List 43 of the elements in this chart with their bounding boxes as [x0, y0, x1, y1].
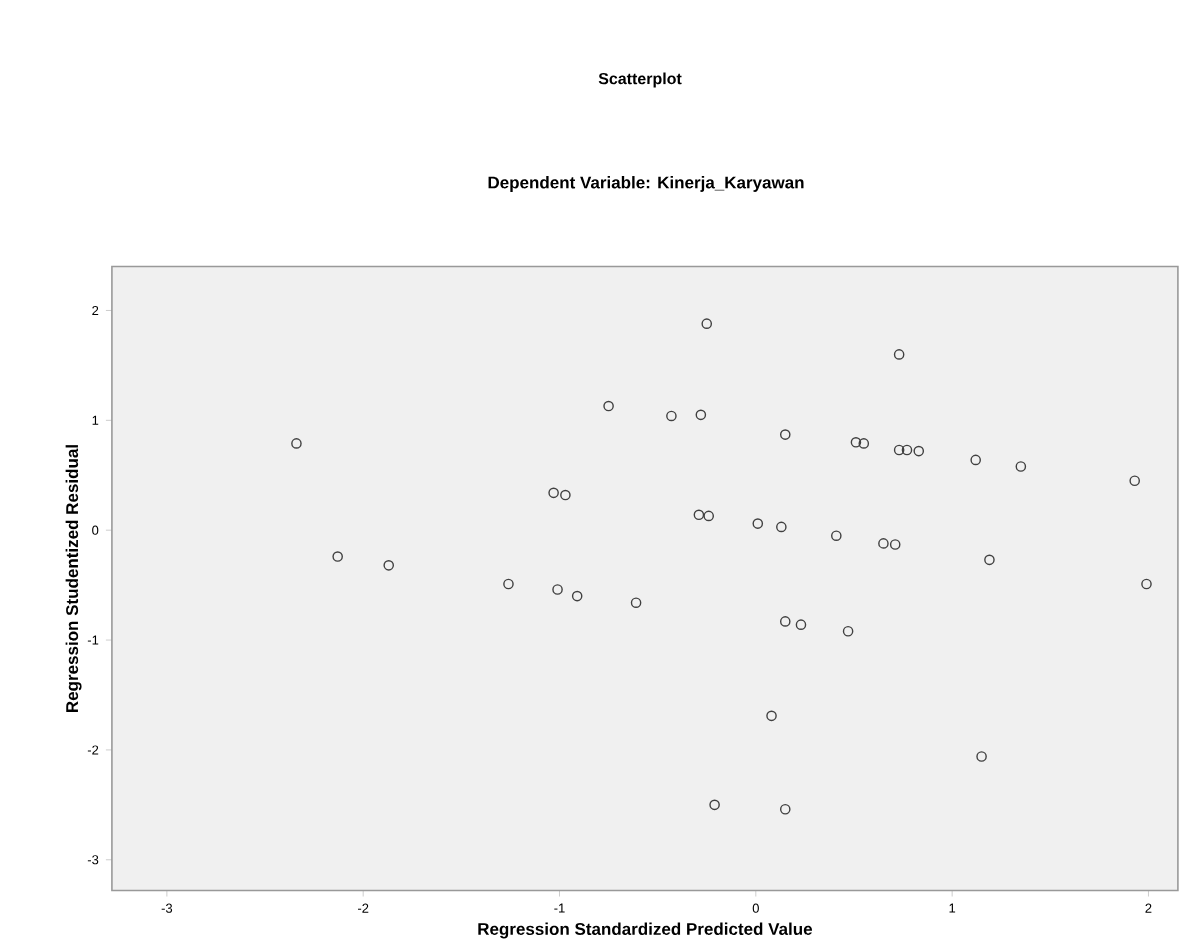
point — [779, 803, 791, 815]
point — [766, 710, 777, 722]
point — [693, 509, 705, 521]
point — [666, 410, 677, 422]
point — [503, 578, 514, 590]
point — [850, 437, 862, 448]
point — [571, 590, 583, 602]
point — [913, 445, 925, 457]
point — [831, 530, 842, 541]
point — [291, 438, 302, 449]
point — [984, 554, 995, 566]
point — [795, 619, 807, 630]
y-axis-title: Regression Studentized Residual — [65, 445, 82, 713]
chart-title: Scatterplot — [598, 72, 682, 88]
point — [779, 616, 791, 627]
point — [1015, 461, 1027, 472]
point — [552, 584, 563, 595]
point — [332, 551, 343, 562]
x-axis-title: Regression Standardized Predicted Value — [478, 922, 813, 939]
point — [842, 625, 854, 637]
point — [703, 510, 715, 522]
point — [695, 409, 707, 421]
point — [383, 560, 395, 571]
point — [779, 429, 791, 440]
point — [709, 799, 720, 811]
point — [878, 538, 889, 549]
point — [560, 489, 571, 501]
point — [970, 454, 981, 466]
point — [893, 444, 905, 456]
point — [858, 438, 870, 449]
point — [893, 349, 905, 360]
point — [630, 597, 642, 608]
point — [701, 318, 713, 329]
point — [976, 751, 987, 762]
point — [548, 487, 559, 499]
point — [752, 518, 764, 529]
point — [1141, 578, 1152, 590]
point — [1129, 475, 1141, 487]
point — [901, 444, 913, 456]
point — [889, 539, 901, 550]
point — [603, 400, 614, 412]
point — [776, 521, 787, 533]
chart-subtitle: Dependent Variable: Kinerja_Karyawan — [488, 176, 804, 192]
